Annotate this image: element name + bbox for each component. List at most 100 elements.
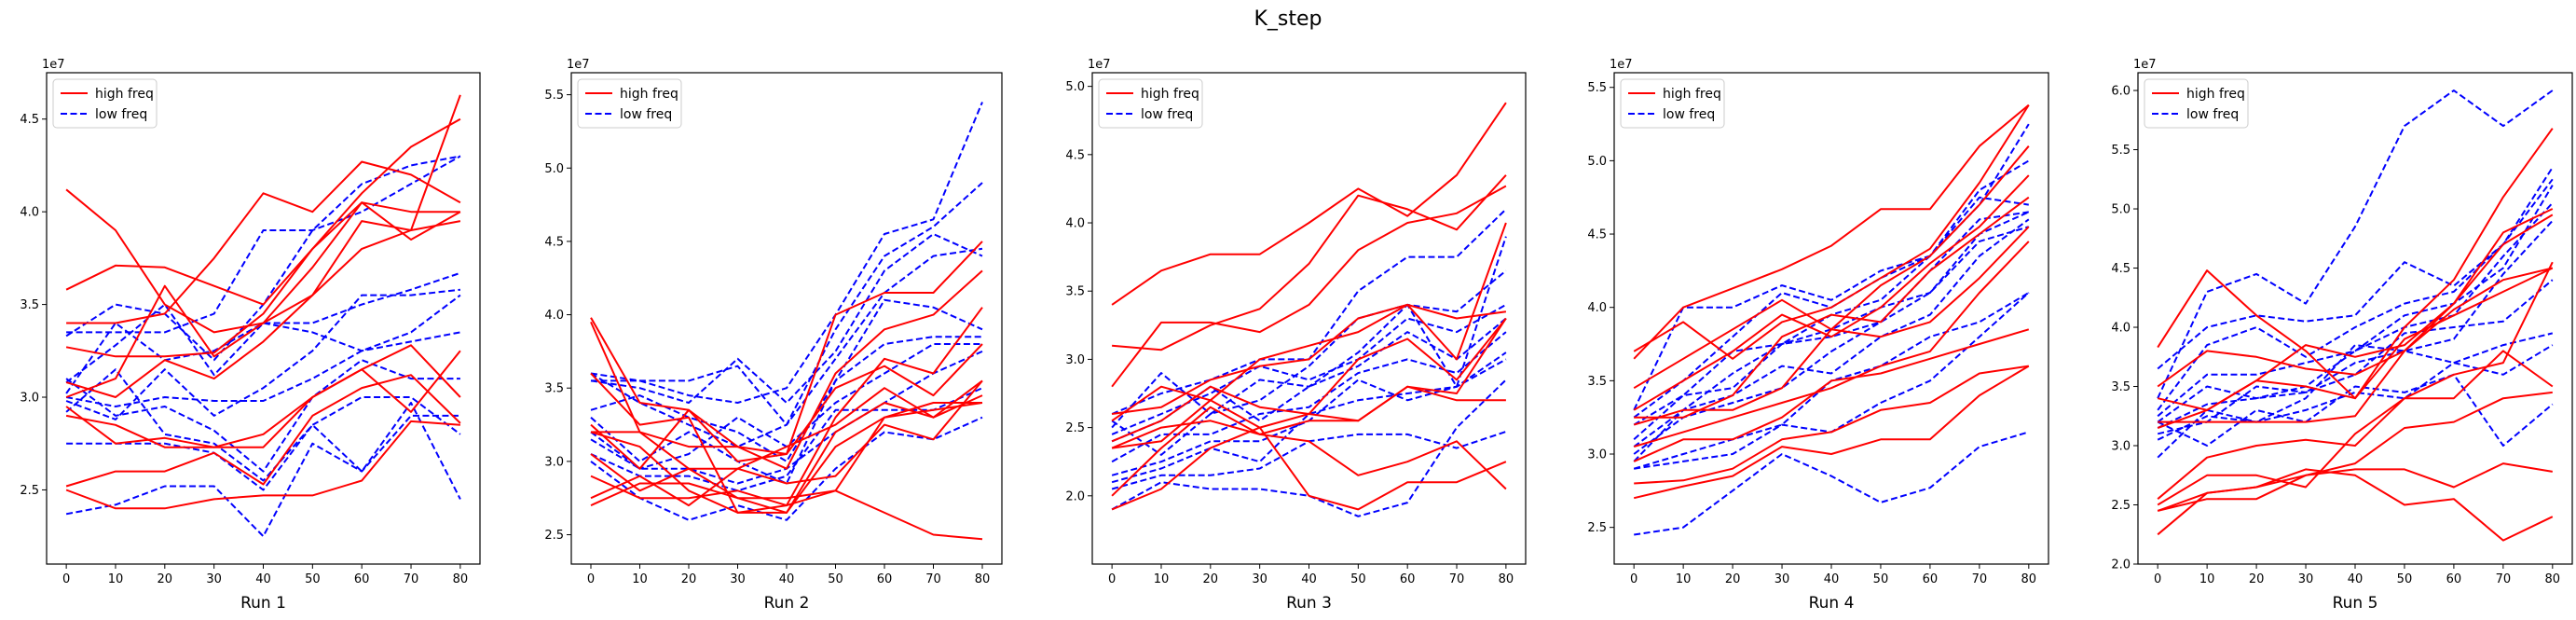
x-tick-label: 20 [1725,572,1741,586]
y-tick-label: 4.5 [1587,228,1607,242]
series-lines [1633,103,2030,536]
high-freq-line-2 [1633,104,2030,360]
x-tick-label: 0 [2154,572,2161,586]
low-freq-line-9 [66,402,461,500]
x-tick-label: 10 [632,572,648,586]
legend: high freq low freq [1620,78,1725,129]
x-tick-label: 70 [2496,572,2512,586]
legend-label-high: high freq [1663,87,1721,102]
x-axis-label: Run 1 [240,594,286,613]
y-tick-label: 4.0 [544,309,564,323]
low-freq-line-10 [1634,431,2030,536]
y-tick-label: 3.5 [20,298,39,312]
high-freq-line-9 [590,379,983,507]
x-tick-label: 40 [779,572,795,586]
x-tick-label: 50 [828,572,843,586]
x-tick-label: 10 [2199,572,2215,586]
low-freq-line-8 [1111,358,1507,484]
low-freq-line-3 [1111,269,1507,429]
y-tick-label: 3.5 [544,382,564,396]
y-tick-label: 3.5 [2111,380,2131,394]
high-freq-line-10 [590,482,983,541]
low-freq-line-3 [65,271,461,383]
high-freq-line-4 [2158,267,2554,423]
y-tick-label: 4.0 [1587,301,1607,315]
x-tick-label: 40 [1824,572,1840,586]
legend: high freq low freq [577,78,682,129]
high-freq-line-8 [65,350,461,448]
high-freq-line-10 [1111,426,1507,511]
x-tick-label: 30 [206,572,222,586]
low-freq-line-10 [1111,379,1507,517]
figure-title: K_step [1254,7,1322,31]
subplot-3: 0 10 20 30 40 50 60 70 80 2.0 2.5 3.0 3.5 4.0 4.5 5.01e… [1065,58,1527,613]
low-freq-line-1 [591,102,983,404]
low-freq-line-2 [1111,236,1507,456]
high-freq-line-1 [1633,103,2030,360]
y-tick-label: 4.0 [1065,217,1085,231]
y-tick-label: 2.5 [20,484,39,498]
subplot-4: 0 10 20 30 40 50 60 70 80 2.5 3.0 3.5 4.0 4.5 5.0 5.51e… [1587,58,2049,613]
high-freq-line-10 [2157,468,2554,542]
high-freq-line-6 [1633,226,2030,426]
x-tick-label: 40 [2348,572,2364,586]
x-tick-label: 60 [2446,572,2462,586]
x-tick-label: 80 [975,572,991,586]
high-freq-line-7 [1111,317,1507,449]
y-tick-label: 3.0 [2111,440,2131,454]
x-axis-label: Run 4 [1809,594,1855,613]
x-tick-label: 20 [1203,572,1219,586]
x-tick-label: 20 [681,572,697,586]
low-freq-line-6 [65,288,461,420]
series-lines [2157,90,2554,542]
y-tick-label: 2.0 [1065,489,1085,503]
legend-label-low: low freq [1663,107,1715,122]
x-tick-label: 20 [158,572,173,586]
high-freq-line-8 [1111,385,1506,449]
x-tick-label: 10 [108,572,124,586]
high-freq-line-3 [66,160,461,324]
x-tick-label: 0 [1630,572,1637,586]
y-tick-label: 4.0 [20,206,39,220]
x-tick-label: 70 [404,572,419,586]
y-tick-label: 2.5 [544,529,564,543]
legend-label-low: low freq [2186,107,2239,122]
low-freq-line-9 [2157,344,2554,459]
x-tick-label: 10 [1154,572,1170,586]
low-freq-line-9 [590,387,983,492]
low-freq-line-4 [1633,211,2029,441]
legend-box [1620,78,1725,129]
low-freq-line-8 [2157,332,2554,441]
x-tick-label: 50 [1350,572,1366,586]
y-tick-label: 3.5 [1587,375,1607,389]
low-freq-line-7 [2157,279,2554,435]
y-tick-label: 5.0 [1065,80,1085,94]
high-freq-line-7 [1633,241,2030,448]
x-tick-label: 70 [925,572,941,586]
y-tick-label: 5.0 [1587,155,1607,169]
y-tick-label: 5.0 [2111,203,2131,217]
high-freq-line-10 [65,420,460,510]
y-offset-label: 1e7 [1088,58,1111,72]
x-axis-label: Run 2 [764,594,810,613]
legend-label-high: high freq [95,87,154,102]
x-tick-label: 70 [1972,572,1988,586]
legend-box [1098,78,1203,129]
legend-label-low: low freq [95,107,147,122]
x-tick-label: 20 [2249,572,2265,586]
series-lines [1111,102,1507,517]
x-tick-label: 50 [1873,572,1889,586]
x-tick-label: 40 [255,572,271,586]
legend-label-high: high freq [2186,87,2245,102]
y-tick-label: 5.0 [544,162,564,176]
y-tick-label: 3.0 [1587,448,1607,462]
x-tick-label: 0 [587,572,595,586]
x-tick-label: 60 [877,572,893,586]
high-freq-line-5 [2157,267,2554,429]
x-tick-label: 80 [1499,572,1514,586]
low-freq-line-4 [2157,185,2554,418]
low-freq-line-2 [66,155,461,334]
y-tick-label: 2.5 [1587,521,1607,535]
x-tick-label: 60 [354,572,370,586]
y-tick-label: 3.0 [544,455,564,469]
